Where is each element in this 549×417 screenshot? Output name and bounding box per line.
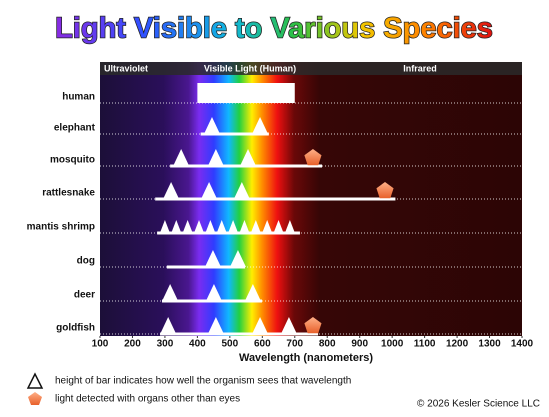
peak-triangle — [233, 182, 250, 199]
species-label: goldfish — [56, 323, 95, 334]
header-label: Ultraviolet — [104, 63, 148, 73]
peak-triangle — [201, 182, 218, 199]
peak-triangle — [205, 220, 216, 233]
x-tick-label: 500 — [222, 339, 239, 350]
peak-triangle — [205, 284, 222, 301]
x-tick-label: 100 — [92, 339, 109, 350]
legend-pentagon — [28, 392, 42, 405]
header-label: Visible Light (Human) — [204, 63, 296, 73]
peak-triangle — [171, 220, 182, 233]
legend-triangle — [26, 372, 44, 389]
header-bar — [100, 62, 522, 75]
other-organ-marker — [376, 182, 394, 199]
x-tick-label: 800 — [319, 339, 336, 350]
species-label: deer — [74, 290, 95, 301]
x-tick-label: 200 — [124, 339, 141, 350]
visible-range — [197, 83, 295, 103]
peak-triangle — [284, 220, 295, 233]
chart-title: Light Visible to Various Species — [55, 13, 493, 45]
x-tick-label: 300 — [157, 339, 174, 350]
other-organ-marker — [304, 317, 322, 334]
x-tick-label: 400 — [189, 339, 206, 350]
peak-triangle — [240, 149, 257, 166]
peak-triangle — [182, 220, 193, 233]
peak-triangle — [160, 317, 177, 334]
plot-area: Ultraviolet Visible Light (Human) Infrared… — [27, 62, 534, 364]
peak-triangle — [273, 220, 284, 233]
species-label: elephant — [54, 123, 96, 134]
x-tick-label: 900 — [351, 339, 368, 350]
x-tick-label: 600 — [254, 339, 271, 350]
peak-triangle — [228, 220, 239, 233]
x-axis-label: Wavelength (nanometers) — [239, 352, 373, 364]
legend-text: height of bar indicates how well the org… — [55, 376, 351, 387]
x-tick-label: 700 — [286, 339, 303, 350]
peak-triangle — [162, 284, 179, 301]
peak-triangle — [229, 250, 246, 267]
peak-triangle — [204, 250, 221, 267]
header-label: Infrared — [403, 63, 437, 73]
peak-triangle — [250, 220, 261, 233]
x-tick-label: 1200 — [446, 339, 469, 350]
peak-triangle — [207, 317, 224, 334]
species-label: mantis shrimp — [27, 222, 95, 233]
peak-triangle — [203, 117, 220, 134]
other-organ-marker — [304, 149, 322, 166]
species-label: rattlesnake — [42, 188, 95, 199]
copyright: © 2026 Kesler Science LLC — [417, 399, 540, 410]
peak-triangle — [159, 220, 170, 233]
peak-triangle — [216, 220, 227, 233]
species-label: mosquito — [50, 155, 95, 166]
peak-triangle — [252, 317, 269, 334]
legend-text: light detected with organs other than ey… — [55, 394, 240, 405]
peak-triangle — [262, 220, 273, 233]
peak-triangle — [239, 220, 250, 233]
peak-triangle — [194, 220, 205, 233]
x-tick-label: 1300 — [478, 339, 501, 350]
species-label: dog — [77, 256, 95, 267]
x-tick-label: 1000 — [381, 339, 404, 350]
peak-triangle — [280, 317, 297, 334]
peak-triangle — [173, 149, 190, 166]
peak-triangle — [244, 284, 261, 301]
peak-triangle — [207, 149, 224, 166]
peak-triangle — [252, 117, 269, 134]
x-tick-label: 1100 — [414, 339, 436, 350]
species-label: human — [62, 92, 95, 103]
peak-triangle — [163, 182, 180, 199]
x-tick-label: 1400 — [511, 339, 534, 350]
